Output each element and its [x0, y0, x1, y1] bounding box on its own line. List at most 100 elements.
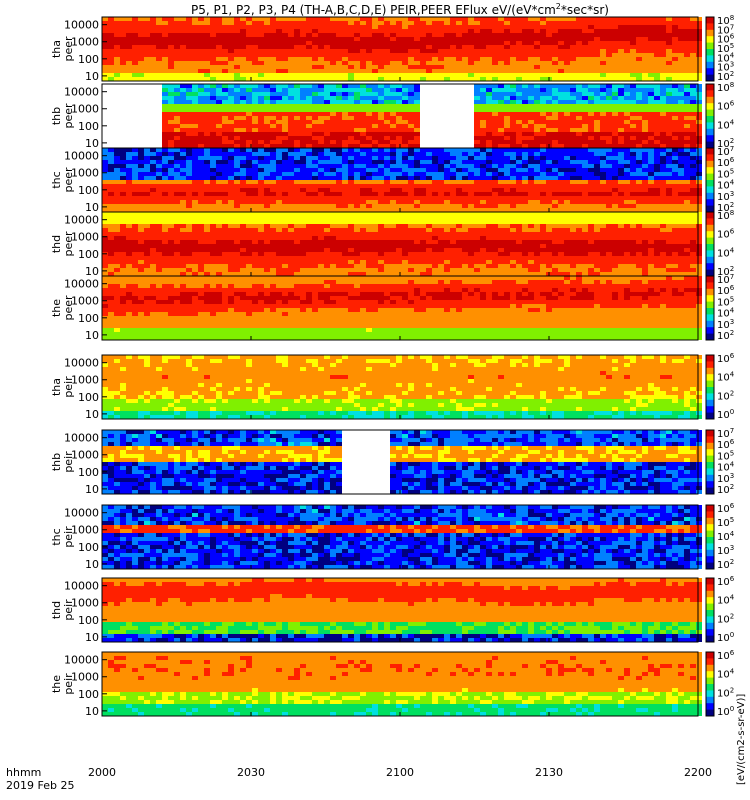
- spectrogram-cell: [276, 61, 282, 65]
- spectrogram-cell: [306, 160, 312, 164]
- spectrogram-cell: [174, 116, 180, 120]
- spectrogram-cell: [696, 172, 702, 176]
- spectrogram-cell: [540, 208, 546, 212]
- spectrogram-cell: [642, 21, 648, 25]
- spectrogram-cell: [210, 196, 216, 200]
- spectrogram-cell: [192, 73, 198, 77]
- spectrogram-cell: [654, 160, 660, 164]
- spectrogram-cell: [168, 268, 174, 272]
- spectrogram-cell: [192, 92, 198, 96]
- colorbar-segment: [706, 65, 714, 69]
- spectrogram-cell: [672, 57, 678, 61]
- spectrogram-cell: [408, 112, 414, 116]
- spectrogram-cell: [198, 272, 204, 276]
- spectrogram-cell: [588, 84, 594, 88]
- spectrogram-cell: [582, 136, 588, 140]
- spectrogram-cell: [312, 96, 318, 100]
- spectrogram-cell: [612, 92, 618, 96]
- spectrogram-cell: [486, 144, 492, 148]
- spectrogram-cell: [150, 188, 156, 192]
- spectrogram-cell: [516, 188, 522, 192]
- spectrogram-cell: [636, 192, 642, 196]
- spectrogram-cell: [612, 17, 618, 21]
- spectrogram-cell: [648, 200, 654, 204]
- spectrogram-cell: [324, 160, 330, 164]
- spectrogram-cell: [270, 112, 276, 116]
- spectrogram-cell: [660, 164, 666, 168]
- spectrogram-cell: [186, 124, 192, 128]
- spectrogram-cell: [120, 17, 126, 21]
- spectrogram-cell: [522, 144, 528, 148]
- spectrogram-cell: [126, 184, 132, 188]
- spectrogram-cell: [624, 77, 630, 81]
- spectrogram-cell: [258, 88, 264, 92]
- spectrogram-cell: [456, 73, 462, 77]
- spectrogram-cell: [348, 37, 354, 41]
- spectrogram-cell: [144, 77, 150, 81]
- spectrogram-cell: [618, 65, 624, 69]
- spectrogram-cell: [156, 160, 162, 164]
- spectrogram-cell: [630, 25, 636, 29]
- spectrogram-cell: [444, 196, 450, 200]
- spectrogram-cell: [432, 160, 438, 164]
- spectrogram-cell: [270, 17, 276, 21]
- spectrogram-cell: [294, 116, 300, 120]
- spectrogram-cell: [246, 128, 252, 132]
- spectrogram-cell: [204, 61, 210, 65]
- spectrogram-cell: [666, 144, 672, 148]
- spectrogram-cell: [600, 77, 606, 81]
- spectrogram-cell: [690, 128, 696, 132]
- spectrogram-cell: [564, 196, 570, 200]
- spectrogram-cell: [114, 272, 120, 276]
- spectrogram-cell: [450, 65, 456, 69]
- spectrogram-cell: [624, 132, 630, 136]
- spectrogram-cell: [432, 180, 438, 184]
- spectrogram-cell: [642, 140, 648, 144]
- spectrogram-cell: [216, 120, 222, 124]
- spectrogram-cell: [186, 104, 192, 108]
- spectrogram-cell: [576, 108, 582, 112]
- spectrogram-cell: [618, 104, 624, 108]
- spectrogram-cell: [324, 37, 330, 41]
- spectrogram-cell: [234, 188, 240, 192]
- spectrogram-cell: [576, 45, 582, 49]
- spectrogram-cell: [696, 196, 702, 200]
- spectrogram-cell: [186, 73, 192, 77]
- spectrogram-cell: [414, 61, 420, 65]
- spectrogram-cell: [564, 96, 570, 100]
- spectrogram-cell: [660, 104, 666, 108]
- spectrogram-cell: [402, 53, 408, 57]
- spectrogram-cell: [216, 124, 222, 128]
- spectrogram-cell: [234, 136, 240, 140]
- spectrogram-cell: [276, 77, 282, 81]
- spectrogram-cell: [204, 148, 210, 152]
- spectrogram-cell: [282, 92, 288, 96]
- spectrogram-cell: [204, 164, 210, 168]
- spectrogram-cell: [378, 184, 384, 188]
- spectrogram-cell: [156, 77, 162, 81]
- spectrogram-cell: [162, 236, 168, 240]
- spectrogram-cell: [270, 144, 276, 148]
- spectrogram-cell: [192, 264, 198, 268]
- spectrogram-cell: [324, 88, 330, 92]
- spectrogram-cell: [366, 200, 372, 204]
- spectrogram-cell: [174, 108, 180, 112]
- spectrogram-cell: [138, 224, 144, 228]
- spectrogram-cell: [360, 92, 366, 96]
- spectrogram-cell: [348, 57, 354, 61]
- spectrogram-cell: [330, 184, 336, 188]
- spectrogram-cell: [198, 184, 204, 188]
- colorbar-segment: [706, 183, 714, 187]
- spectrogram-cell: [198, 144, 204, 148]
- spectrogram-cell: [600, 33, 606, 37]
- spectrogram-cell: [228, 73, 234, 77]
- spectrogram-cell: [252, 124, 258, 128]
- spectrogram-cell: [210, 224, 216, 228]
- spectrogram-cell: [486, 160, 492, 164]
- spectrogram-cell: [570, 33, 576, 37]
- spectrogram-cell: [336, 45, 342, 49]
- spectrogram-cell: [162, 232, 168, 236]
- spectrogram-cell: [150, 21, 156, 25]
- spectrogram-cell: [180, 220, 186, 224]
- spectrogram-cell: [624, 112, 630, 116]
